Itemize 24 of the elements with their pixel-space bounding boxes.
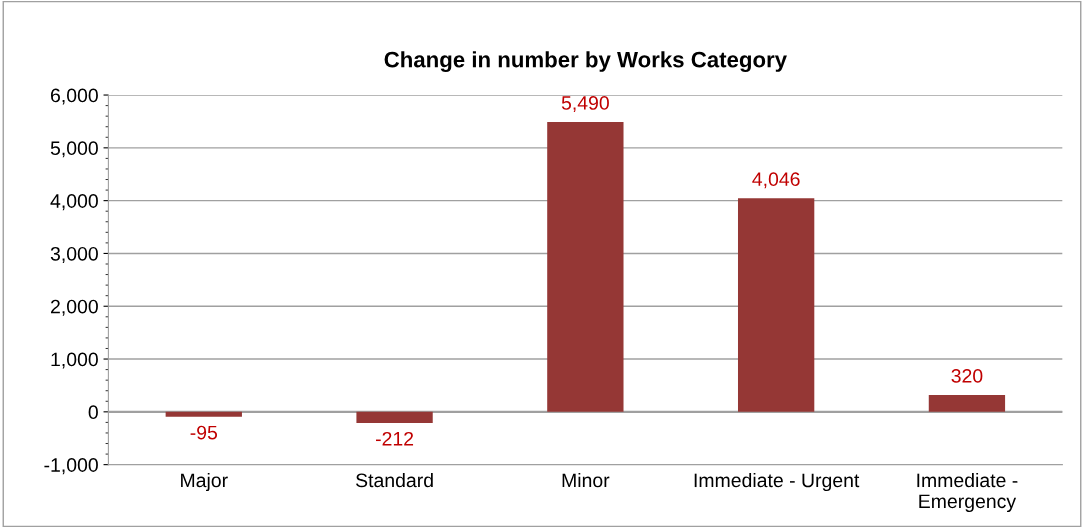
data-label: -212: [375, 431, 414, 446]
y-tick-label: 2,000: [51, 299, 98, 316]
x-tick-label: Immediate - Emergency: [917, 472, 1018, 513]
data-label: 320: [951, 369, 983, 383]
y-tick-label: 4,000: [50, 194, 98, 211]
data-label: 5,490: [561, 96, 609, 113]
y-tick-label: 6,000: [51, 88, 98, 105]
bar: [737, 198, 815, 412]
x-tick-label: Standard: [356, 472, 433, 488]
data-label: 4,046: [752, 172, 800, 189]
bar: [547, 121, 624, 412]
y-tick-label: 0: [88, 405, 98, 420]
x-tick-label: Major: [181, 472, 228, 492]
y-tick-label: -1,000: [44, 458, 98, 475]
bar: [165, 411, 242, 417]
bar: [356, 411, 433, 424]
y-tick-label: 3,000: [50, 246, 98, 263]
data-label: -95: [190, 425, 218, 440]
x-tick-label: Minor: [562, 472, 610, 488]
chart-title: Change in number by Works Category: [384, 51, 787, 72]
x-tick-label: Immediate - Urgent: [694, 472, 860, 492]
y-tick-label: 1,000: [51, 352, 98, 369]
bar: [928, 394, 1006, 412]
y-tick-label: 5,000: [50, 141, 98, 158]
